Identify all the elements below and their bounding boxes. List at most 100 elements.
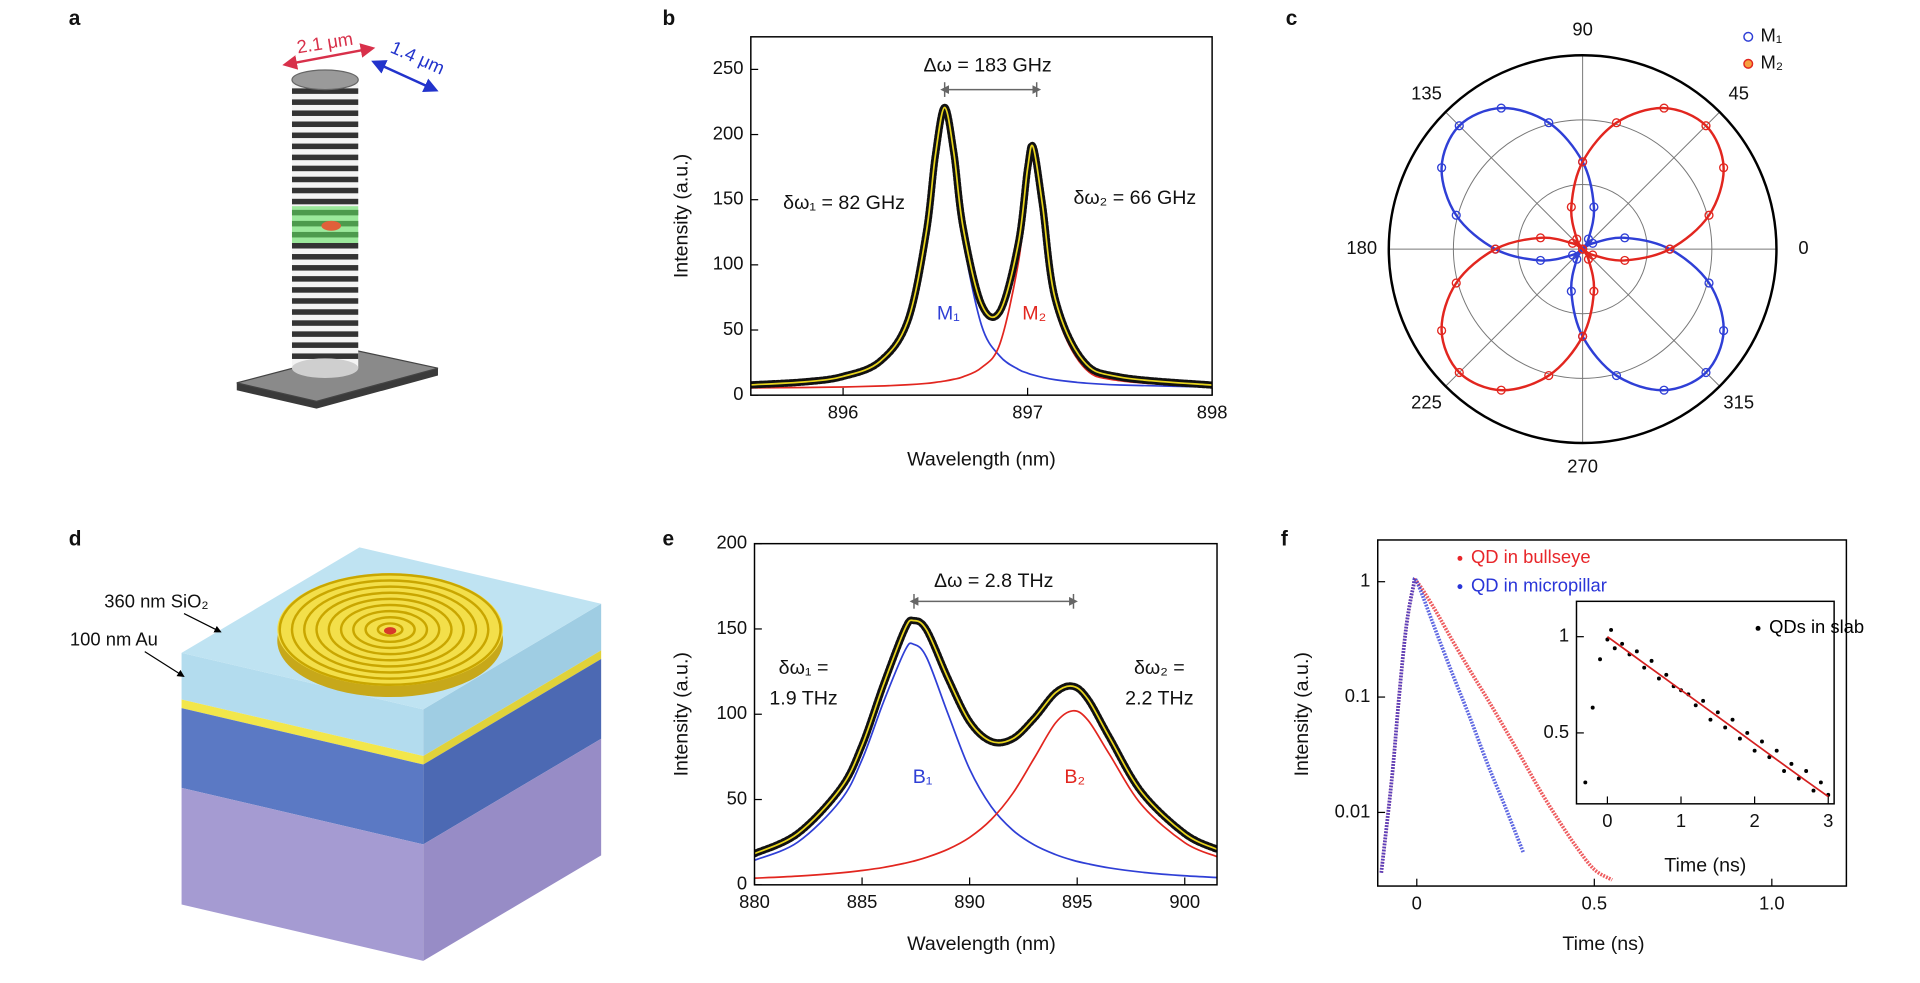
plot-area — [1583, 627, 1831, 798]
data-point — [1737, 736, 1742, 741]
y-axis-title: Intensity (a.u.) — [670, 652, 692, 776]
panel-label: f — [1281, 527, 1288, 550]
data-point — [1544, 118, 1554, 128]
y-tick-label: 50 — [727, 787, 747, 808]
annotation: δω₂ = 66 GHz — [1073, 187, 1196, 209]
y-tick-label: 100 — [713, 253, 744, 274]
data-point — [1590, 705, 1595, 710]
x-axis-title: Wavelength (nm) — [907, 933, 1056, 955]
x-tick-label: 885 — [847, 891, 878, 912]
stripe — [291, 287, 359, 293]
annotation: δω₁ = — [779, 657, 829, 679]
panel-label: b — [662, 7, 675, 30]
series-line — [754, 709, 1218, 880]
x-tick-label: 895 — [1062, 891, 1093, 912]
data-point — [1598, 657, 1603, 662]
y-tick-label: 0.01 — [1335, 800, 1371, 821]
data-point — [1701, 367, 1711, 378]
series-label: B₁ — [913, 766, 933, 788]
angle-grid — [1582, 248, 1721, 387]
angle-grid — [1582, 111, 1721, 250]
data-point — [1704, 278, 1714, 288]
x-tick-label: 1 — [1676, 810, 1686, 831]
data-point — [1589, 286, 1599, 296]
annotation: Δω = 2.8 THz — [934, 570, 1053, 592]
stripe — [291, 154, 359, 161]
stripe — [291, 276, 359, 282]
legend-marker — [1457, 584, 1463, 590]
quantum-dot — [384, 627, 397, 635]
data-point — [1719, 325, 1729, 336]
data-point — [1708, 717, 1713, 722]
stripe — [291, 298, 359, 304]
plot-frame — [750, 36, 1213, 396]
data-point — [1611, 118, 1622, 128]
angle-grid — [1445, 248, 1583, 387]
data-point — [1719, 163, 1729, 173]
y-tick-label: 0.1 — [1345, 685, 1371, 706]
data-point — [1620, 233, 1630, 243]
data-point — [1715, 710, 1720, 715]
y-tick-label: 1 — [1559, 625, 1569, 646]
data-point — [1782, 769, 1787, 773]
data-point — [1664, 672, 1669, 677]
angle-label: 315 — [1723, 391, 1754, 412]
stripe — [291, 176, 359, 183]
panel-label: a — [69, 7, 81, 30]
series-line — [754, 642, 1218, 879]
ring — [290, 579, 490, 680]
x-tick-label: 890 — [954, 891, 985, 912]
legend-label: QDs in slab — [1769, 616, 1864, 637]
plate-edge — [236, 368, 438, 409]
ring — [315, 591, 465, 668]
stripe — [291, 132, 359, 139]
plot-area — [750, 103, 1213, 389]
data-point — [1656, 676, 1661, 681]
y-tick-label: 150 — [716, 617, 747, 638]
angle-grid — [1445, 111, 1583, 250]
x-tick-label: 880 — [739, 891, 770, 912]
x-axis-title: Time (ns) — [1562, 933, 1644, 955]
plot-area — [1379, 576, 1613, 882]
annotation: 2.2 THz — [1125, 688, 1193, 710]
pillar-top — [291, 69, 359, 91]
data-point — [1578, 244, 1588, 254]
ring — [339, 603, 441, 656]
pillar-foot — [291, 358, 359, 378]
annotation: 1.9 THz — [769, 688, 837, 710]
legend-marker — [1755, 625, 1761, 631]
y-axis-title: Intensity (a.u.) — [670, 154, 692, 278]
plot-area — [754, 616, 1218, 880]
plot-frame — [753, 542, 1218, 886]
layers — [181, 603, 602, 961]
fit-line — [750, 106, 1213, 386]
layer-side — [423, 603, 602, 756]
x-tick-label: 0 — [1412, 892, 1422, 913]
ring — [327, 597, 453, 662]
angle-label: 45 — [1729, 83, 1749, 104]
data-point — [1578, 331, 1588, 341]
series-label: B₂ — [1064, 766, 1085, 788]
annotation: δω₂ = — [1134, 657, 1185, 679]
data-point — [1659, 103, 1669, 113]
angle-label: 0 — [1798, 237, 1808, 258]
micropillar-illustration: 2.1 μm 1.4 μm — [236, 28, 448, 409]
panel-label: d — [69, 527, 82, 550]
fit-line — [754, 619, 1218, 855]
angle-label: 180 — [1346, 237, 1377, 258]
plot-frame — [1377, 539, 1848, 887]
layer-front — [181, 652, 424, 756]
data-point — [1612, 646, 1617, 651]
data-point — [1490, 244, 1500, 254]
data-point — [1701, 698, 1706, 703]
x-tick-label: 0 — [1602, 810, 1612, 831]
stripe — [291, 353, 359, 359]
data-point — [1451, 210, 1461, 220]
panel-label: c — [1286, 7, 1298, 30]
layer-side — [423, 738, 602, 961]
data-point — [1760, 739, 1764, 744]
data-point — [1634, 649, 1639, 654]
data-point — [1454, 121, 1464, 131]
stripe — [291, 309, 359, 315]
